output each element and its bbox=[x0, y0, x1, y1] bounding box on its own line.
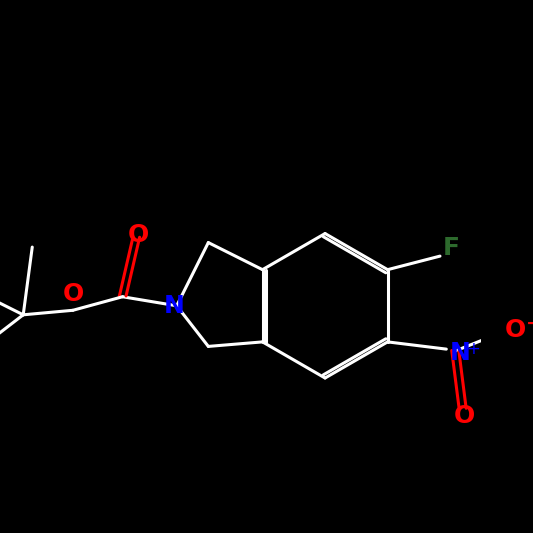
Text: O: O bbox=[454, 404, 475, 428]
Text: N: N bbox=[164, 294, 184, 318]
Text: O: O bbox=[505, 318, 527, 342]
Text: F: F bbox=[442, 236, 459, 260]
Text: N: N bbox=[449, 341, 470, 365]
Text: −: − bbox=[526, 314, 533, 333]
Text: O: O bbox=[127, 223, 149, 247]
Text: +: + bbox=[466, 340, 480, 358]
Text: O: O bbox=[63, 282, 84, 306]
